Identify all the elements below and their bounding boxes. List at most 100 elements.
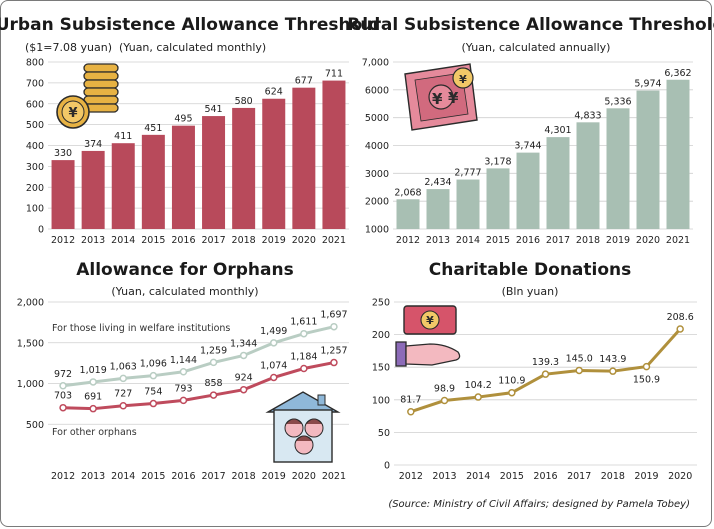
rural-x-tick-label: 2018 <box>576 235 600 246</box>
orph-x-tick-label: 2017 <box>201 471 225 482</box>
don-y-tick-label: 200 <box>372 330 390 341</box>
rural-y-axis: 1000 2000 3000 4000 5000 6000 7,000 <box>362 58 389 236</box>
rural-panel: Rural Subsistence Allowance Threshold (Y… <box>347 15 714 246</box>
urban-y-tick-label: 700 <box>26 78 44 89</box>
rural-y-tick-label: 4000 <box>365 141 389 152</box>
orphans-y-axis: 500 1,000 1,500 2,000 <box>17 298 44 431</box>
orphans-value-label: 1,697 <box>320 310 347 321</box>
urban-x-axis: 2012 2013 2014 2015 2016 2017 2018 2019 2020 2021 <box>51 235 346 246</box>
svg-text:¥: ¥ <box>426 314 434 327</box>
rural-y-tick-label: 3000 <box>365 169 389 180</box>
donations-value-label: 110.9 <box>498 376 525 387</box>
urban-value-label: 411 <box>114 131 132 142</box>
rural-x-tick-label: 2020 <box>636 235 660 246</box>
family-house-icon <box>265 391 341 463</box>
orphans-value-label: 727 <box>114 389 132 400</box>
urban-x-tick-label: 2013 <box>81 235 105 246</box>
donations-point <box>676 325 684 333</box>
donations-value-label: 139.3 <box>532 357 559 368</box>
urban-x-tick-label: 2017 <box>201 235 225 246</box>
orph-y-tick-label: 1,000 <box>17 379 44 390</box>
urban-y-tick-label: 600 <box>26 99 44 110</box>
rural-x-tick-label: 2019 <box>606 235 630 246</box>
urban-x-tick-label: 2019 <box>262 235 286 246</box>
rural-x-tick-label: 2016 <box>516 235 540 246</box>
orph-x-tick-label: 2013 <box>81 471 105 482</box>
urban-bar <box>262 98 286 230</box>
orph-x-tick-label: 2021 <box>322 471 346 482</box>
donations-value-label: 150.9 <box>633 375 660 386</box>
urban-y-axis: 0 100 200 300 400 500 600 700 800 <box>26 58 44 236</box>
series-label-other: For other orphans <box>52 427 137 438</box>
rural-bar <box>576 122 600 229</box>
urban-bar <box>202 116 226 229</box>
orphans-value-label: 1,096 <box>140 359 167 370</box>
don-x-tick-label: 2013 <box>432 471 456 482</box>
orphans-point <box>330 322 338 331</box>
donations-title: Charitable Donations <box>429 260 632 280</box>
orphans-point <box>300 329 308 338</box>
rural-value-label: 5,974 <box>634 79 661 90</box>
urban-y-tick-label: 300 <box>26 162 44 173</box>
rural-bar <box>396 199 420 229</box>
orphans-point <box>209 358 218 367</box>
orph-x-tick-label: 2020 <box>292 471 316 482</box>
rural-subtitle: (Yuan, calculated annually) <box>462 41 611 54</box>
orphans-point <box>239 385 248 394</box>
don-x-tick-label: 2020 <box>668 471 692 482</box>
urban-y-tick-label: 200 <box>26 183 44 194</box>
don-y-tick-label: 150 <box>372 363 390 374</box>
orphans-value-label: 1,259 <box>200 345 227 356</box>
rural-bar <box>486 168 510 229</box>
rural-bar <box>666 79 690 230</box>
rural-y-tick-label: 5000 <box>365 113 389 124</box>
donations-point <box>642 362 651 371</box>
rural-y-tick-label: 6000 <box>365 85 389 96</box>
donations-point <box>440 396 449 405</box>
rural-bar <box>606 108 630 229</box>
rural-title: Rural Subsistence Allowance Threshold <box>347 15 714 35</box>
svg-text:¥: ¥ <box>459 73 467 86</box>
rural-value-label: 3,744 <box>514 141 541 152</box>
orphans-series-line <box>62 325 335 388</box>
urban-y-tick-label: 100 <box>26 204 44 215</box>
hand-money-icon: ¥ <box>395 305 461 367</box>
urban-value-label: 495 <box>174 114 192 125</box>
svg-text:¥: ¥ <box>68 106 77 121</box>
donations-point <box>609 367 617 375</box>
urban-value-labels: 330 374 411 451 495 541 580 624 677 711 <box>54 69 343 160</box>
orphans-point <box>149 399 158 408</box>
donations-subtitle: (Bln yuan) <box>502 285 559 298</box>
orphans-point <box>149 371 158 380</box>
orphans-value-label: 1,257 <box>320 346 347 357</box>
donations-point <box>508 388 516 397</box>
urban-x-tick-label: 2018 <box>232 235 256 246</box>
orphans-value-label: 1,344 <box>230 338 257 349</box>
urban-subtitle: ($1=7.08 yuan) (Yuan, calculated monthly… <box>25 41 266 54</box>
urban-x-tick-label: 2015 <box>141 235 165 246</box>
rural-value-label: 2,777 <box>454 168 481 179</box>
urban-x-tick-label: 2016 <box>171 235 195 246</box>
orph-x-tick-label: 2019 <box>262 471 286 482</box>
yuan-banknote-icon: ¥ ¥ ¥ <box>404 63 478 131</box>
orph-x-tick-label: 2018 <box>232 471 256 482</box>
orph-y-tick-label: 2,000 <box>17 298 44 309</box>
donations-value-label: 104.2 <box>465 380 492 391</box>
urban-bar <box>171 125 195 229</box>
orphans-point <box>119 401 127 410</box>
orphans-value-label: 754 <box>144 387 162 398</box>
rural-value-label: 6,362 <box>664 68 691 79</box>
rural-value-label: 2,434 <box>424 177 451 188</box>
urban-value-label: 580 <box>235 96 253 107</box>
rural-value-label: 5,336 <box>604 96 631 107</box>
donations-panel: Charitable Donations (Bln yuan) 0 50 100 15… <box>372 260 697 482</box>
urban-title: Urban Subsistence Allowance Threshold <box>0 15 380 35</box>
orphans-point <box>209 391 218 399</box>
orphans-value-label: 691 <box>84 392 102 403</box>
orphans-value-label: 1,611 <box>290 317 317 328</box>
rural-x-tick-label: 2012 <box>396 235 420 246</box>
donations-value-label: 98.9 <box>434 384 455 395</box>
orphans-series: 972 1,019 1,063 1,096 1,1441,2591,3441,4991,… <box>54 310 348 413</box>
